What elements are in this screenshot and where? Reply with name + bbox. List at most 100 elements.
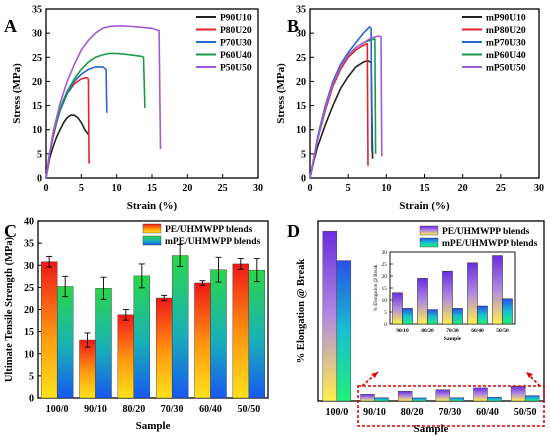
bar-PE/UHMWPP blends-50/50	[510, 386, 526, 402]
inset-bar-mPE/UHMWPP blends-60/40	[477, 305, 488, 325]
x-tick-label-1: 5	[79, 183, 84, 194]
bar-PE/UHMWPP blends-80/20	[117, 314, 135, 399]
series-line-mP90U10	[309, 59, 374, 179]
panel-B-ytick-label-7: 35	[296, 5, 306, 16]
legend-swatch-mPE/UHMWPP blends	[142, 235, 162, 246]
legend-label-mPE/UHMWPP blends: mPE/UHMWPP blends	[165, 237, 261, 247]
series-line-mP50U50	[309, 35, 383, 179]
x-tick-label-60/40: 60/40	[199, 404, 222, 415]
bar-mPE/UHMWPP blends-90/10	[374, 397, 389, 402]
panel-C-ytick-label-6: 30	[24, 261, 34, 272]
inset-ytick-label-1: 5	[384, 310, 387, 316]
x-axis-label: Sample	[136, 420, 171, 432]
bar-mPE/UHMWPP blends-50/50	[524, 395, 540, 402]
legend-label-mP50U50: mP50U50	[486, 64, 526, 74]
x-tick-label-80/20: 80/20	[401, 407, 424, 418]
panel-A-ytick-label-2: 10	[32, 125, 42, 136]
x-tick-label-50/50: 50/50	[514, 407, 537, 418]
x-tick-label-70/30: 70/30	[161, 404, 184, 415]
inset-ytick-label-0: 0	[384, 322, 387, 328]
legend-swatch-mPE/UHMWPP blends	[419, 237, 439, 248]
x-tick-label-6: 30	[534, 183, 544, 194]
panel-B-ytick-label-6: 30	[296, 29, 306, 40]
inset-x-tick-label-50/50: 50/50	[496, 328, 509, 334]
inset-y-axis-label: % Elongation @ Break	[374, 264, 379, 311]
x-tick-label-90/10: 90/10	[363, 407, 386, 418]
x-axis-label: Sample	[414, 423, 449, 435]
arrow-left-head	[371, 372, 378, 378]
inset-bar-mPE/UHMWPP blends-90/10	[402, 308, 413, 325]
legend-label-P70U30: P70U30	[220, 39, 252, 49]
y-axis-label: Ultimate Tensile Strength (MPa)	[4, 236, 15, 382]
panel-C-ytick-label-7: 35	[24, 239, 34, 250]
inset-ytick-label-6: 30	[382, 250, 388, 256]
arrow-right-head	[526, 372, 533, 378]
x-tick-label-6: 30	[253, 183, 263, 194]
panel-C-ytick-label-3: 15	[24, 327, 34, 338]
bar-PE/UHMWPP blends-60/40	[194, 282, 211, 399]
inset-bar-mPE/UHMWPP blends-50/50	[502, 298, 513, 325]
legend-swatch-PE/UHMWPP blends	[142, 223, 162, 234]
bar-PE/UHMWPP blends-90/10	[360, 394, 375, 402]
inset-bar-PE/UHMWPP blends-90/10	[392, 292, 403, 325]
x-tick-label-100/0: 100/0	[46, 404, 69, 415]
bar-mPE/UHMWPP blends-100/0	[336, 260, 352, 402]
inset-bar-PE/UHMWPP blends-60/40	[467, 262, 478, 325]
inset-x-tick-label-70/30: 70/30	[446, 328, 459, 334]
legend-label-PE/UHMWPP blends: PE/UHMWPP blends	[165, 225, 253, 235]
legend-label-mP90U10: mP90U10	[486, 14, 526, 24]
legend-label-P80U20: P80U20	[220, 26, 252, 36]
bar-mPE/UHMWPP blends-70/30	[171, 255, 189, 399]
series-line-mP70U30	[309, 26, 373, 179]
inset-x-tick-label-90/10: 90/10	[396, 328, 409, 334]
inset-bar-PE/UHMWPP blends-80/20	[417, 278, 428, 325]
panel-C: 0 5 10 15 20 25 30 35 40 100/0 90/10 80/20 70/30 60/4…	[4, 217, 269, 432]
legend-label-mP70U30: mP70U30	[486, 39, 526, 49]
inset-chart: 0 5 10 15 20 25 30 90/10 80/20 70/30 60/40 50/50 Sam…	[374, 250, 516, 342]
bar-mPE/UHMWPP blends-50/50	[248, 269, 266, 399]
panel-letter-D: D	[287, 221, 300, 241]
x-tick-label-0: 0	[308, 183, 313, 194]
highlight-box	[357, 385, 545, 427]
panel-A-ytick-label-3: 15	[32, 101, 42, 112]
bar-PE/UHMWPP blends-50/50	[232, 263, 250, 399]
panel-letter-B: B	[287, 16, 299, 36]
x-axis-label: Strain (%)	[399, 200, 450, 212]
panels: 0 5 10 15 20 25 30 0 5 10 15 20 25 30 35 P90U10 P80U20 P7…	[4, 5, 545, 435]
legend-label-mPE/UHMWPP blends: mPE/UHMWPP blends	[442, 239, 538, 249]
panel-A: 0 5 10 15 20 25 30 0 5 10 15 20 25 30 35 P90U10 P80U20 P7…	[4, 5, 263, 213]
x-tick-label-5: 25	[496, 183, 506, 194]
bar-PE/UHMWPP blends-60/40	[473, 387, 488, 402]
x-tick-label-3: 15	[420, 183, 430, 194]
panel-A-ytick-label-5: 25	[32, 53, 42, 64]
panel-D: 100/0 90/10 80/20 70/30 60/40 50/50 PE/UHMWPP …	[287, 220, 545, 435]
panel-A-ytick-label-4: 20	[32, 77, 42, 88]
panel-C-ytick-label-2: 10	[24, 349, 34, 360]
inset-bar-PE/UHMWPP blends-70/30	[442, 270, 453, 325]
x-axis-label: Strain (%)	[127, 200, 178, 212]
panel-B-ytick-label-4: 20	[296, 77, 306, 88]
bar-PE/UHMWPP blends-70/30	[155, 297, 173, 399]
panel-C-ytick-label-5: 25	[24, 283, 34, 294]
bar-PE/UHMWPP blends-100/0	[322, 231, 338, 402]
x-tick-label-90/10: 90/10	[84, 404, 107, 415]
x-tick-label-80/20: 80/20	[122, 404, 145, 415]
panel-B-ytick-label-1: 5	[301, 149, 306, 160]
inset-x-tick-label-60/40: 60/40	[471, 328, 484, 334]
panel-A-ytick-label-0: 0	[37, 174, 42, 185]
inset-ytick-label-4: 20	[382, 274, 388, 280]
x-tick-label-1: 5	[346, 183, 351, 194]
panel-C-ytick-label-8: 40	[24, 217, 34, 228]
panel-C-ytick-label-4: 20	[24, 305, 34, 316]
bar-mPE/UHMWPP blends-70/30	[449, 397, 465, 402]
x-tick-label-50/50: 50/50	[237, 404, 260, 415]
legend-label-PE/UHMWPP blends: PE/UHMWPP blends	[442, 227, 530, 237]
inset-bar-mPE/UHMWPP blends-80/20	[427, 309, 438, 325]
inset-ytick-label-2: 10	[382, 298, 388, 304]
panel-B-ytick-label-0: 0	[301, 174, 306, 185]
series-line-P60U40	[45, 52, 146, 179]
x-tick-label-4: 20	[182, 183, 192, 194]
bar-mPE/UHMWPP blends-60/40	[210, 269, 227, 399]
panel-A-ytick-label-1: 5	[37, 149, 42, 160]
